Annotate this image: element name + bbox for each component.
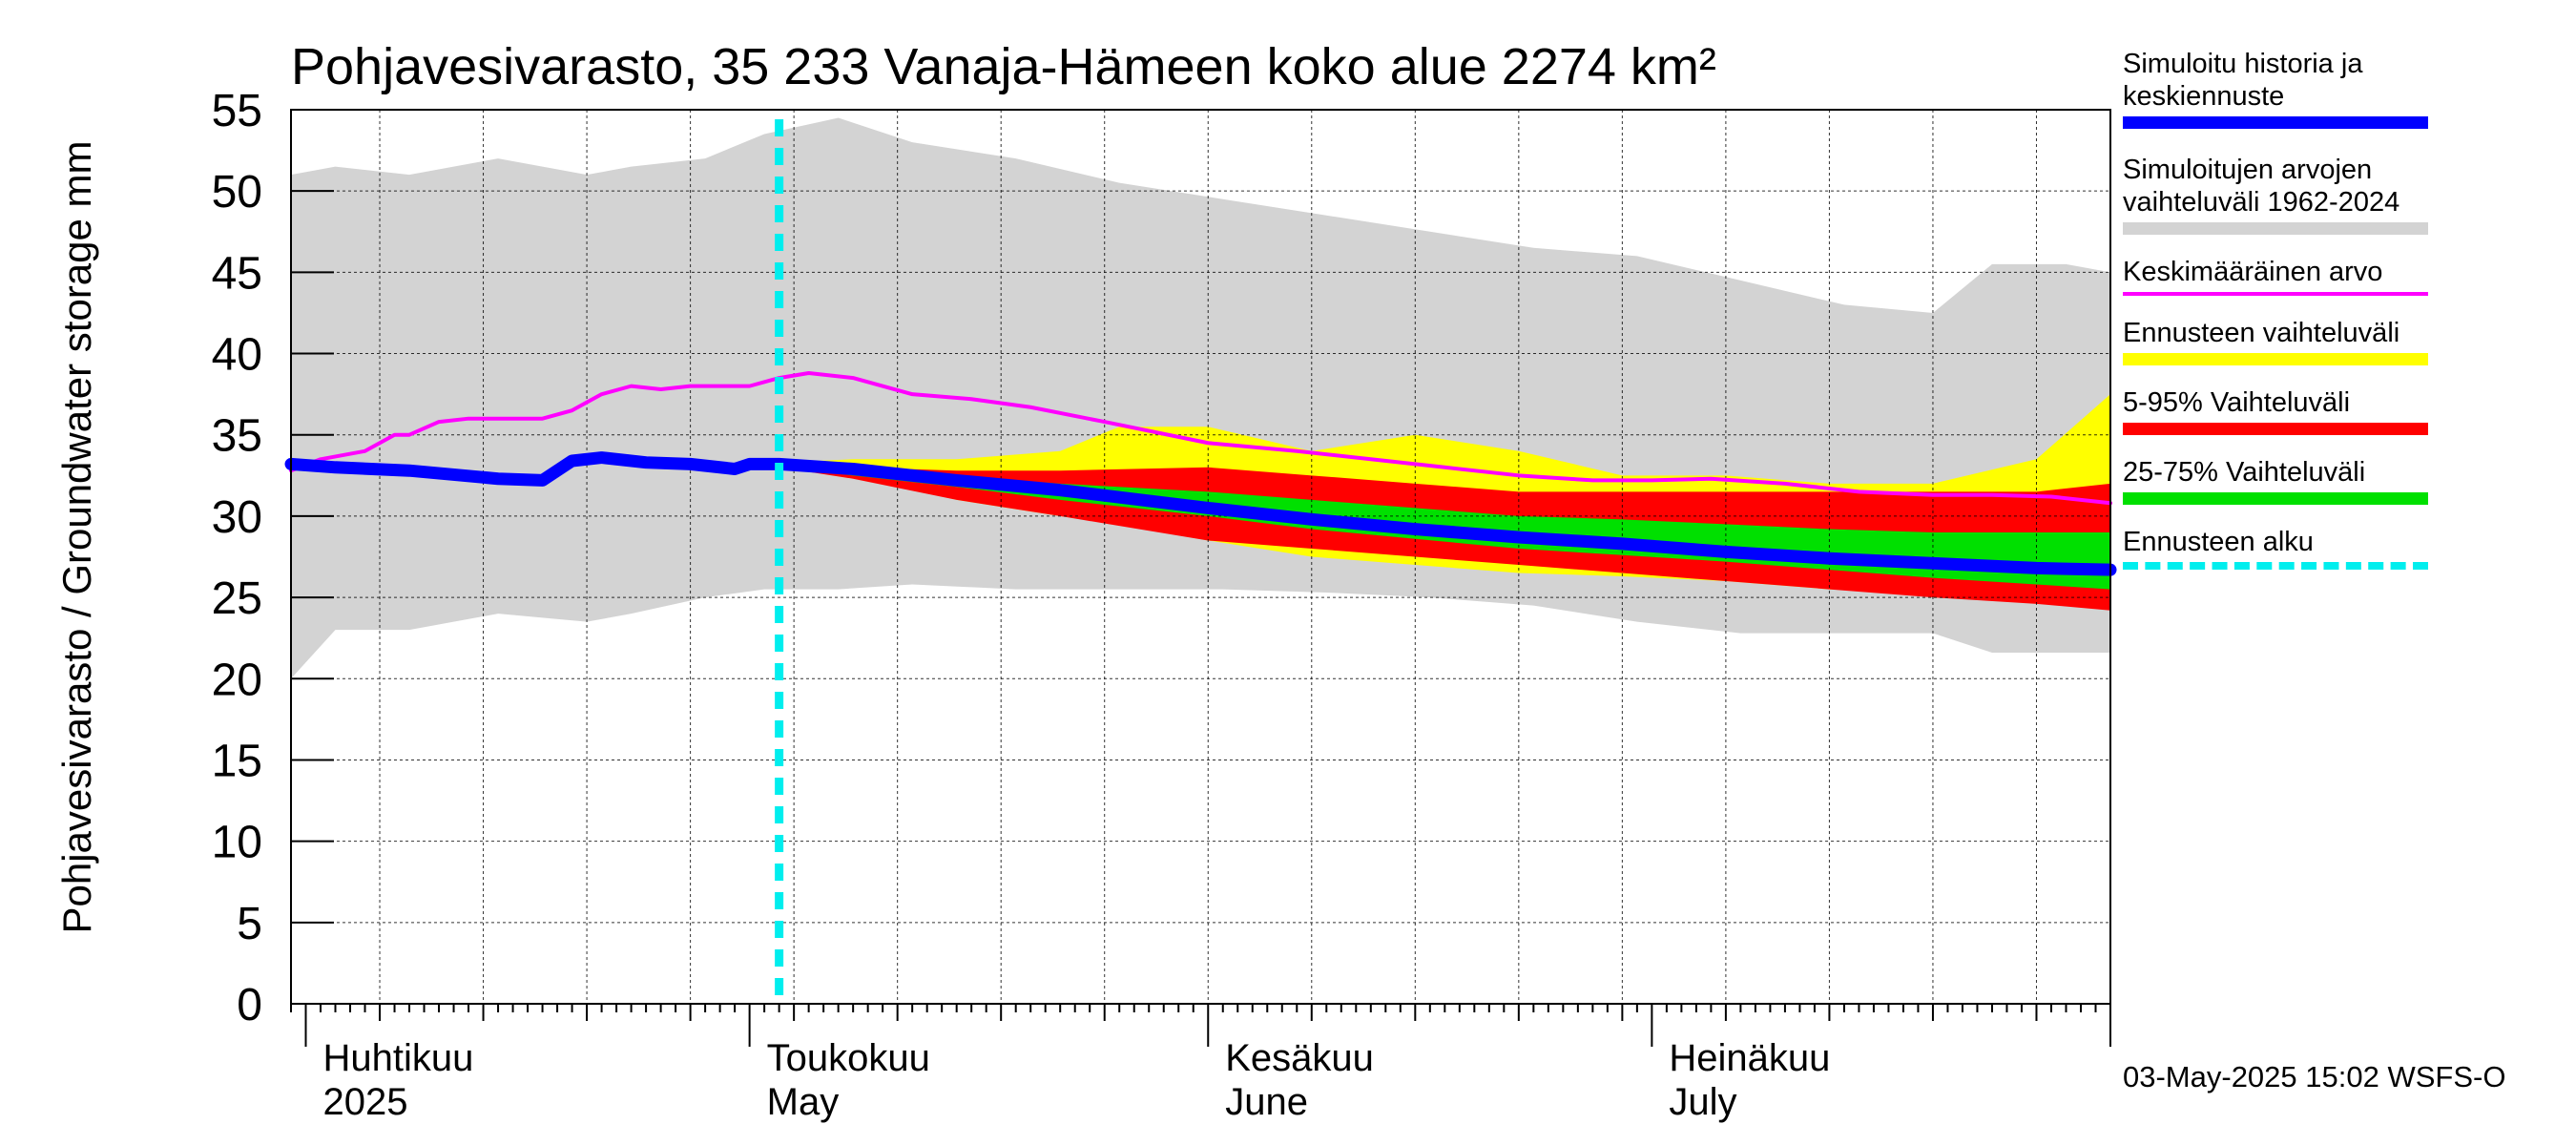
series-line-0 bbox=[289, 370, 2112, 506]
y-tick-label: 45 bbox=[212, 248, 262, 299]
legend-label: 5-95% Vaihteluväli bbox=[2123, 387, 2351, 418]
y-tick-label: 20 bbox=[212, 655, 262, 705]
timestamp-footer: 03-May-2025 15:02 WSFS-O bbox=[2123, 1060, 2506, 1093]
legend-label: Simuloitu historia ja keskiennuste bbox=[2123, 49, 2363, 112]
legend-label: Ennusteen vaihteluväli bbox=[2123, 318, 2400, 348]
y-tick-label: 55 bbox=[212, 86, 262, 136]
plot-frame bbox=[290, 109, 2111, 1005]
legend-swatch bbox=[2123, 222, 2428, 235]
legend-swatch bbox=[2123, 423, 2428, 435]
y-tick-label: 5 bbox=[237, 899, 262, 949]
x-month-label: Kesäkuu bbox=[1225, 1037, 1374, 1079]
legend-item: Simuloitu historia ja keskiennuste bbox=[2123, 48, 2447, 129]
x-month-label: Heinäkuu bbox=[1669, 1037, 1830, 1079]
chart-bands bbox=[291, 117, 2110, 679]
chart-axes: 0510152025303540455055Huhtikuu2025Toukok… bbox=[212, 86, 2111, 1123]
y-tick-label: 50 bbox=[212, 167, 262, 218]
x-month-label: Huhtikuu bbox=[323, 1037, 474, 1079]
legend: Simuloitu historia ja keskiennuste Simulo… bbox=[2123, 48, 2447, 591]
chart-title: Pohjavesivarasto, 35 233 Vanaja-Hämeen k… bbox=[291, 38, 1716, 95]
y-tick-label: 40 bbox=[212, 330, 262, 381]
band-0 bbox=[291, 117, 2110, 679]
legend-label: Keskimääräinen arvo bbox=[2123, 257, 2383, 287]
legend-item: Simuloitujen arvojen vaihteluväli 1962-2… bbox=[2123, 154, 2447, 235]
legend-label: Ennusteen alku bbox=[2123, 527, 2314, 557]
y-tick-label: 10 bbox=[212, 818, 262, 868]
y-tick-label: 35 bbox=[212, 411, 262, 462]
y-tick-label: 25 bbox=[212, 573, 262, 624]
x-month-sublabel: July bbox=[1669, 1081, 1736, 1123]
x-month-sublabel: June bbox=[1225, 1081, 1308, 1123]
legend-item: 5-95% Vaihteluväli bbox=[2123, 386, 2447, 435]
y-axis-label: Pohjavesivarasto / Groundwater storage m… bbox=[54, 140, 99, 933]
chart-grid bbox=[291, 109, 2110, 1004]
y-tick-label: 0 bbox=[237, 980, 262, 1030]
legend-item: 25-75% Vaihteluväli bbox=[2123, 456, 2447, 505]
legend-item: Ennusteen alku bbox=[2123, 526, 2447, 570]
legend-label: 25-75% Vaihteluväli bbox=[2123, 457, 2366, 488]
x-month-label: Toukokuu bbox=[767, 1037, 930, 1079]
series-line-1 bbox=[284, 451, 2117, 576]
legend-label: Simuloitujen arvojen vaihteluväli 1962-2… bbox=[2123, 155, 2400, 218]
legend-item: Ennusteen vaihteluväli bbox=[2123, 317, 2447, 365]
legend-item: Keskimääräinen arvo bbox=[2123, 256, 2447, 296]
legend-swatch bbox=[2123, 562, 2428, 570]
legend-swatch bbox=[2123, 116, 2428, 129]
y-tick-label: 30 bbox=[212, 492, 262, 543]
chart-lines bbox=[284, 119, 2117, 1004]
x-month-sublabel: May bbox=[767, 1081, 840, 1123]
legend-swatch bbox=[2123, 292, 2428, 296]
x-month-sublabel: 2025 bbox=[323, 1081, 408, 1123]
y-tick-label: 15 bbox=[212, 736, 262, 786]
legend-swatch bbox=[2123, 492, 2428, 505]
legend-swatch bbox=[2123, 353, 2428, 365]
